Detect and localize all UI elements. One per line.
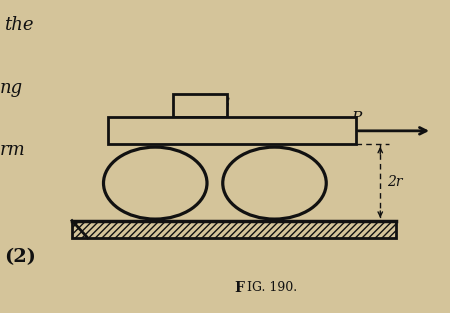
Bar — [72, 221, 396, 238]
Text: ng: ng — [0, 79, 23, 97]
Text: rm: rm — [0, 141, 26, 159]
Text: 2r: 2r — [387, 175, 402, 189]
Text: the: the — [4, 16, 34, 34]
Bar — [108, 117, 356, 144]
Text: G: G — [217, 97, 230, 111]
Bar — [173, 94, 227, 117]
Circle shape — [104, 147, 207, 219]
Text: F: F — [234, 281, 244, 295]
Text: P: P — [351, 111, 361, 125]
Circle shape — [223, 147, 326, 219]
Text: (2): (2) — [4, 248, 36, 266]
Text: IG. 190.: IG. 190. — [247, 281, 297, 295]
